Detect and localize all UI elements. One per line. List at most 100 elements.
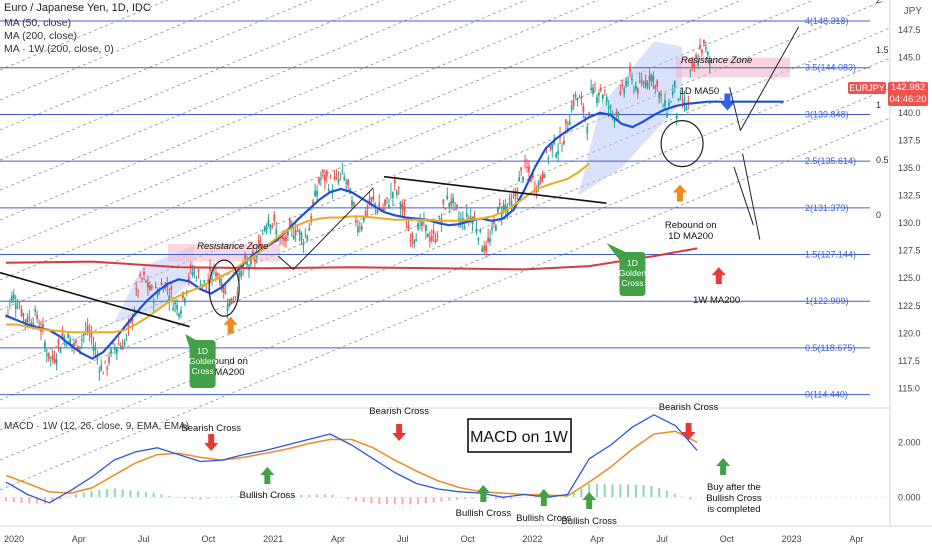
bearish-arrow-3-shape	[681, 423, 696, 440]
uptrend-channel-shade-2020	[114, 245, 194, 323]
price-axis-tick-line: 115.0	[898, 383, 920, 393]
macd-signal-line	[5, 430, 698, 497]
time-axis-tick-line: Jul	[138, 534, 150, 544]
fib-level-label: 0.5(118.675)	[805, 343, 855, 353]
channel-label: 1	[876, 100, 881, 110]
channel-line	[0, 0, 815, 341]
price-axis-tick-line: 127.5	[898, 246, 921, 256]
time-axis-tick: Oct	[720, 534, 735, 544]
fib-level-label: 2.5(135.614)	[805, 156, 856, 166]
bullish-arrow-1-shape	[260, 467, 275, 484]
macd-badge-box	[467, 418, 572, 453]
channel-label-line: 1.5	[876, 45, 889, 55]
bullish-cross-label-2: Bullish Cross	[456, 508, 512, 519]
ma200-1w-label-line: 1W MA200	[693, 295, 740, 306]
resistance-zone-label-2020: Resistance Zone	[197, 241, 268, 252]
rebound-label-2020: Rebound on 1D MA200	[196, 356, 248, 378]
ma200-1d-line	[6, 162, 590, 334]
macd-badge	[467, 418, 572, 453]
bullish-cross-label-4: Bullish Cross	[561, 516, 617, 527]
time-axis-tick: Apr	[331, 534, 345, 544]
fib-level-label: 4(148.318)	[805, 16, 849, 26]
time-axis-tick-line: Oct	[201, 534, 216, 544]
ma50-line	[5, 100, 784, 360]
bullish-arrow-5	[716, 458, 731, 475]
rebound-label-2022-line: Rebound on	[665, 220, 717, 231]
time-axis-tick-line: Jul	[656, 534, 668, 544]
time-axis-tick: Apr	[590, 534, 604, 544]
bullish-arrow-3	[536, 489, 551, 506]
bullish-arrow-4-shape	[582, 492, 597, 509]
bearish-arrow-2-shape	[392, 424, 407, 441]
bar-countdown: 04:46:20	[889, 94, 927, 105]
bearish-arrow-3	[681, 423, 696, 440]
time-axis-tick-line: 2021	[263, 534, 283, 544]
bullish-cross-label-4-line: Bullish Cross	[561, 516, 617, 527]
price-axis-tick: 137.5	[898, 135, 921, 145]
ma50-arrow	[720, 93, 735, 111]
golden-cross-callout-2020-text-line: Golden	[189, 356, 217, 366]
golden-cross-callout-2020-text-line: Cross	[191, 366, 213, 376]
price-axis-tick: 135.0	[898, 163, 921, 173]
golden-cross-callout-2022-text-line: 1D	[627, 258, 638, 268]
golden-cross-callout-2022-text-line: Golden	[619, 268, 647, 278]
price-axis-tick-line: 147.5	[898, 25, 921, 35]
time-axis-tick-line: Apr	[72, 534, 86, 544]
trendline-2019	[0, 271, 190, 328]
golden-cross-callout-2020	[185, 334, 216, 388]
rebound-arrow-2020	[223, 316, 238, 334]
golden-cross-callout-2020-box	[185, 334, 216, 388]
time-axis-tick: Oct	[461, 534, 476, 544]
price-axis-tick-line: 135.0	[898, 163, 921, 173]
bearish-cross-label-1-line: Bearish Cross	[181, 423, 241, 434]
bullish-arrow-1	[260, 467, 275, 484]
bearish-cross-label-3-line: Bearish Cross	[659, 402, 719, 413]
price-axis-tick-line: 130.0	[898, 218, 921, 228]
time-axis-tick: 2021	[263, 534, 283, 544]
bullish-cross-label-1-line: Bullish Cross	[240, 490, 296, 501]
macd-legend: MACD · 1W (12, 26, close, 9, EMA, EMA)	[4, 421, 190, 432]
projection-arrow-down	[733, 166, 754, 226]
price-axis-tick: 147.5	[898, 25, 921, 35]
fib-level-label: 3(139.848)	[805, 109, 849, 119]
fib-levels	[0, 20, 870, 396]
time-axis-tick: 2023	[782, 534, 802, 544]
bearish-cross-label-3: Bearish Cross	[659, 402, 719, 413]
fib-level-label: 1.5(127.144)	[805, 250, 856, 260]
bullish-arrow-5-shape	[716, 458, 731, 475]
rebound-label-2022: Rebound on 1D MA200	[665, 220, 717, 242]
resistance-zone-label-2020-line: Resistance Zone	[197, 241, 268, 252]
ma200-1w-arrow-shape	[711, 267, 726, 285]
channel-line	[0, 0, 671, 281]
fib-level-label: 3.5(144.083)	[805, 63, 856, 73]
time-axis-tick: Apr	[849, 534, 863, 544]
price-axis-tick-line: 117.5	[898, 356, 920, 366]
bearish-arrow-2	[392, 424, 407, 441]
price-axis-tick-line: 132.5	[898, 190, 921, 200]
price-tag: 142.982 04:46:20	[888, 82, 928, 106]
buy-note-label-line: is completed	[707, 504, 760, 515]
time-axis-tick: Apr	[72, 534, 86, 544]
projection-arrow-down-2	[742, 153, 761, 240]
buy-note-label-line: Buy after the	[707, 482, 761, 493]
time-axis-tick-line: Apr	[590, 534, 604, 544]
last-price: 142.982	[890, 82, 926, 93]
channel-line	[0, 0, 456, 191]
channel-line	[0, 27, 891, 401]
price-axis-tick: 130.0	[898, 218, 921, 228]
price-axis-tick: 117.5	[898, 356, 920, 366]
channel-label-line: 0	[876, 210, 881, 220]
fib-level-label: 2(131.379)	[805, 203, 849, 213]
channel-line	[0, 87, 891, 461]
time-axis-tick-line: Apr	[849, 534, 863, 544]
circle-2022	[660, 120, 704, 168]
bearish-cross-label-2: Bearish Cross	[369, 406, 429, 417]
price-axis-tick: 122.5	[898, 301, 921, 311]
price-axis-tick-line: 145.0	[898, 53, 921, 63]
bullish-cross-label-1: Bullish Cross	[240, 490, 296, 501]
price-axis-tick-line: 140.0	[898, 108, 921, 118]
time-axis-tick: Jul	[138, 534, 150, 544]
fib-level-label-line: 3(139.848)	[805, 109, 849, 119]
price-axis-tick: 145.0	[898, 53, 921, 63]
